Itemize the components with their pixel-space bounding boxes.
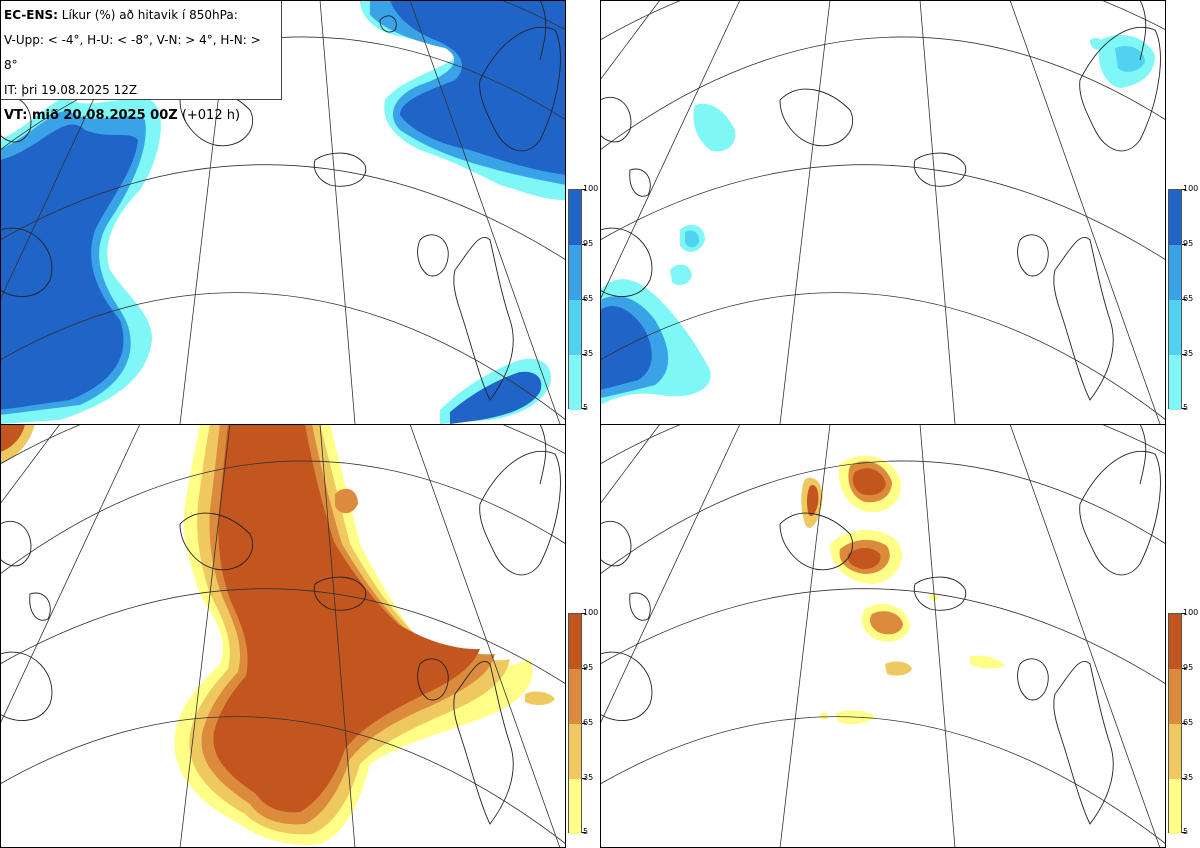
lead-time: (+012 h) (177, 108, 241, 123)
prob-area (693, 103, 736, 152)
tick-label: 65 (1183, 718, 1194, 727)
tick-label: 35 (583, 773, 594, 782)
prob-area (213, 424, 480, 813)
prob-area (870, 611, 903, 635)
tick-label: 35 (1183, 773, 1194, 782)
colorbar-red-2 (1168, 613, 1182, 834)
prob-area (885, 661, 912, 676)
tick-label: 35 (583, 349, 594, 358)
prob-area (970, 655, 1005, 669)
prob-area (806, 484, 819, 517)
prob-area (0, 124, 138, 410)
info-line-3: IT: þri 19.08.2025 12Z (4, 83, 138, 97)
map-panel-v-n (0, 424, 566, 848)
map-panel-v-upp: EC-ENS: Líkur (%) að hitavik í 850hPa: V… (0, 0, 566, 424)
colorbar-blue-1 (568, 189, 582, 410)
map-canvas-h-u (600, 0, 1166, 424)
prob-area (1090, 37, 1103, 50)
product-label: Líkur (%) að hitavik í 850hPa: (57, 8, 238, 22)
coastline (600, 424, 1161, 825)
tick-label: 95 (1183, 239, 1194, 248)
coastline (600, 0, 1161, 401)
prob-area (670, 264, 692, 286)
tick-label: 65 (583, 294, 594, 303)
prob-area (0, 424, 25, 452)
colorbar-red-1 (568, 613, 582, 834)
prob-area (819, 712, 829, 720)
prob-area (852, 468, 886, 496)
tick-label: 100 (583, 184, 599, 193)
valid-time: VT: mið 20.08.2025 00Z (4, 108, 178, 123)
coastline (0, 424, 561, 825)
map-canvas-v-n (0, 424, 566, 848)
prob-area (390, 0, 566, 175)
tick-label: 100 (1183, 608, 1199, 617)
prob-area (335, 488, 358, 514)
tick-label: 100 (1183, 184, 1199, 193)
info-line-4: VT: mið 20.08.2025 00Z (+012 h) (4, 103, 277, 128)
map-canvas-v-upp (0, 0, 566, 424)
tick-label: 5 (583, 403, 589, 412)
model-label: EC-ENS: (4, 8, 58, 22)
tick-label: 95 (583, 239, 594, 248)
graticule (600, 0, 1166, 424)
tick-label: 5 (1183, 827, 1189, 836)
map-canvas-h-n (600, 424, 1166, 848)
tick-label: 35 (1183, 349, 1194, 358)
graticule (600, 424, 1166, 848)
prob-area (847, 548, 881, 570)
prob-area (525, 691, 555, 706)
info-line-1: EC-ENS: Líkur (%) að hitavik í 850hPa: (4, 3, 277, 28)
colorbar-blue-2 (1168, 189, 1182, 410)
tick-label: 5 (1183, 403, 1189, 412)
tick-label: 65 (583, 718, 594, 727)
tick-label: 100 (583, 608, 599, 617)
prob-area (685, 230, 700, 248)
tick-label: 5 (583, 827, 589, 836)
map-panel-h-n (600, 424, 1166, 848)
tick-label: 95 (583, 663, 594, 672)
prob-area (600, 306, 652, 390)
info-box: EC-ENS: Líkur (%) að hitavik í 850hPa: V… (0, 0, 282, 123)
map-panel-h-u (600, 0, 1166, 424)
prob-area (1115, 45, 1145, 72)
tick-label: 95 (1183, 663, 1194, 672)
info-line-2: V-Upp: < -4°, H-U: < -8°, V-N: > 4°, H-N… (4, 33, 261, 72)
graticule (0, 424, 566, 848)
tick-label: 65 (1183, 294, 1194, 303)
prob-area (929, 593, 938, 601)
prob-area (450, 371, 542, 424)
